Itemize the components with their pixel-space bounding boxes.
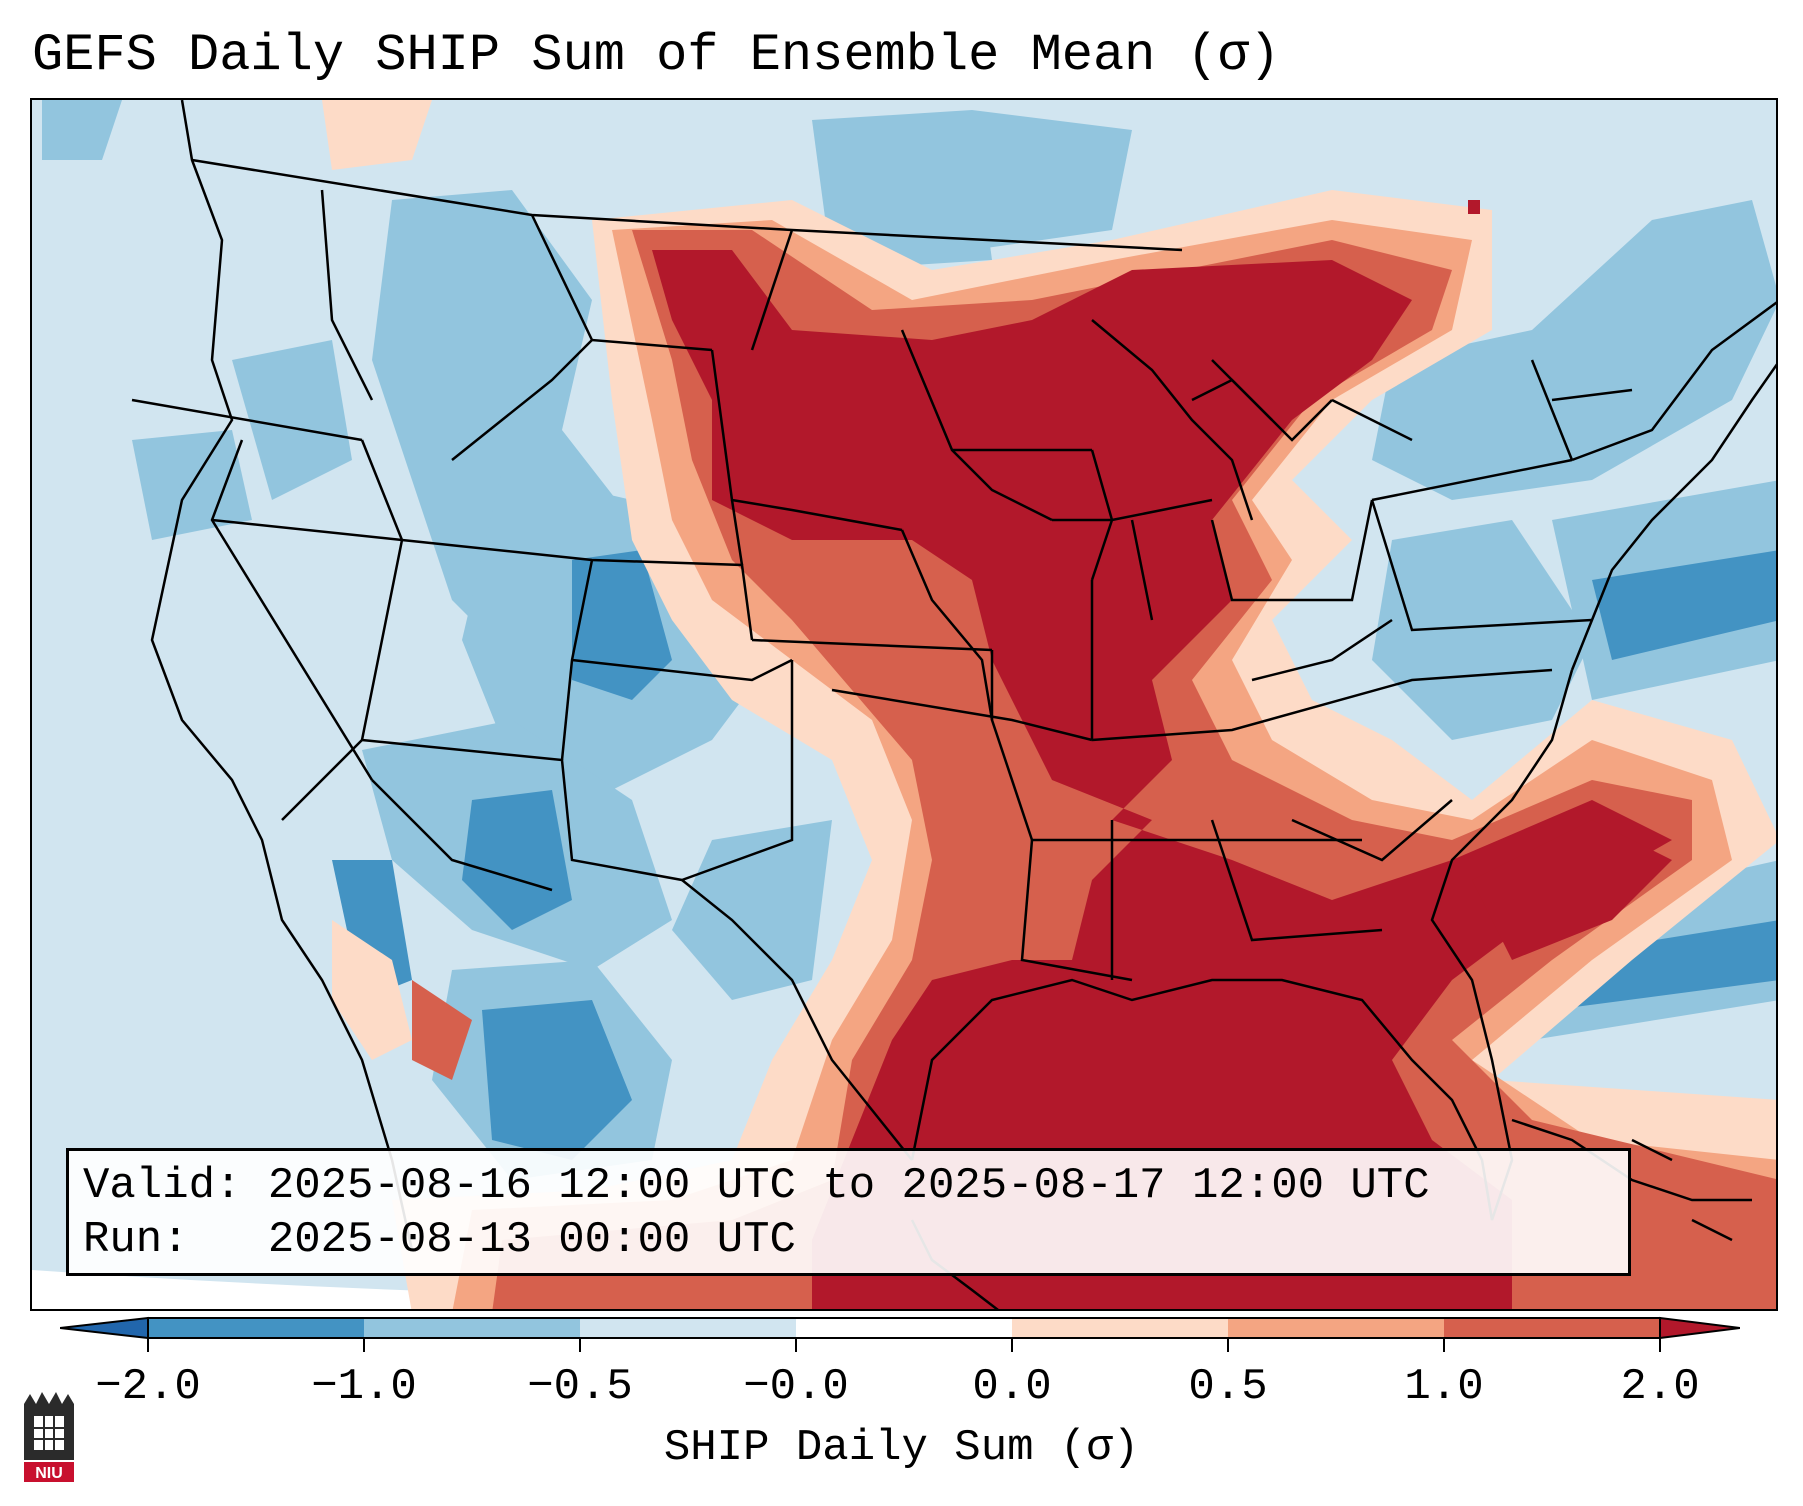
colorbar-segment	[580, 1318, 796, 1338]
colorbar-tick-label: 1.0	[1404, 1362, 1484, 1412]
map-area[interactable]	[30, 98, 1778, 1311]
colorbar-label: SHIP Daily Sum (σ)	[663, 1423, 1140, 1473]
colorbar	[60, 1316, 1740, 1352]
info-box: Valid: 2025-08-16 12:00 UTC to 2025-08-1…	[66, 1148, 1631, 1276]
colorbar-segment	[148, 1318, 364, 1338]
colorbar-outline	[147, 1317, 1661, 1339]
svg-text:NIU: NIU	[35, 1465, 63, 1482]
colorbar-ticks	[147, 1338, 1661, 1352]
colorbar-tick-label: −2.0	[95, 1362, 201, 1412]
colorbar-segment	[796, 1318, 1012, 1338]
colorbar-tick-label: 0.5	[1188, 1362, 1268, 1412]
colorbar-tick-label: 2.0	[1620, 1362, 1700, 1412]
colorbar-segment	[1228, 1318, 1444, 1338]
colorbar-extend-high	[1659, 1316, 1740, 1340]
colorbar-segment	[1012, 1318, 1228, 1338]
field-above-2	[652, 200, 1672, 1309]
niu-logo-icon: NIU	[24, 1392, 74, 1482]
colorbar-tick-label: −0.5	[527, 1362, 633, 1412]
state-boundaries	[131, 100, 1776, 1251]
map-title: GEFS Daily SHIP Sum of Ensemble Mean (σ)	[32, 26, 1281, 85]
colorbar-segment	[364, 1318, 580, 1338]
colorbar-segment	[1444, 1318, 1660, 1338]
colorbar-extend-low	[60, 1316, 149, 1340]
map-canvas	[32, 100, 1776, 1309]
colorbar-tick-label: 0.0	[972, 1362, 1052, 1412]
colorbar-tick-label: −1.0	[311, 1362, 417, 1412]
run-time-line: Run: 2025-08-13 00:00 UTC	[83, 1215, 796, 1265]
colorbar-tick-label: −0.0	[743, 1362, 849, 1412]
valid-time-line: Valid: 2025-08-16 12:00 UTC to 2025-08-1…	[83, 1161, 1430, 1211]
